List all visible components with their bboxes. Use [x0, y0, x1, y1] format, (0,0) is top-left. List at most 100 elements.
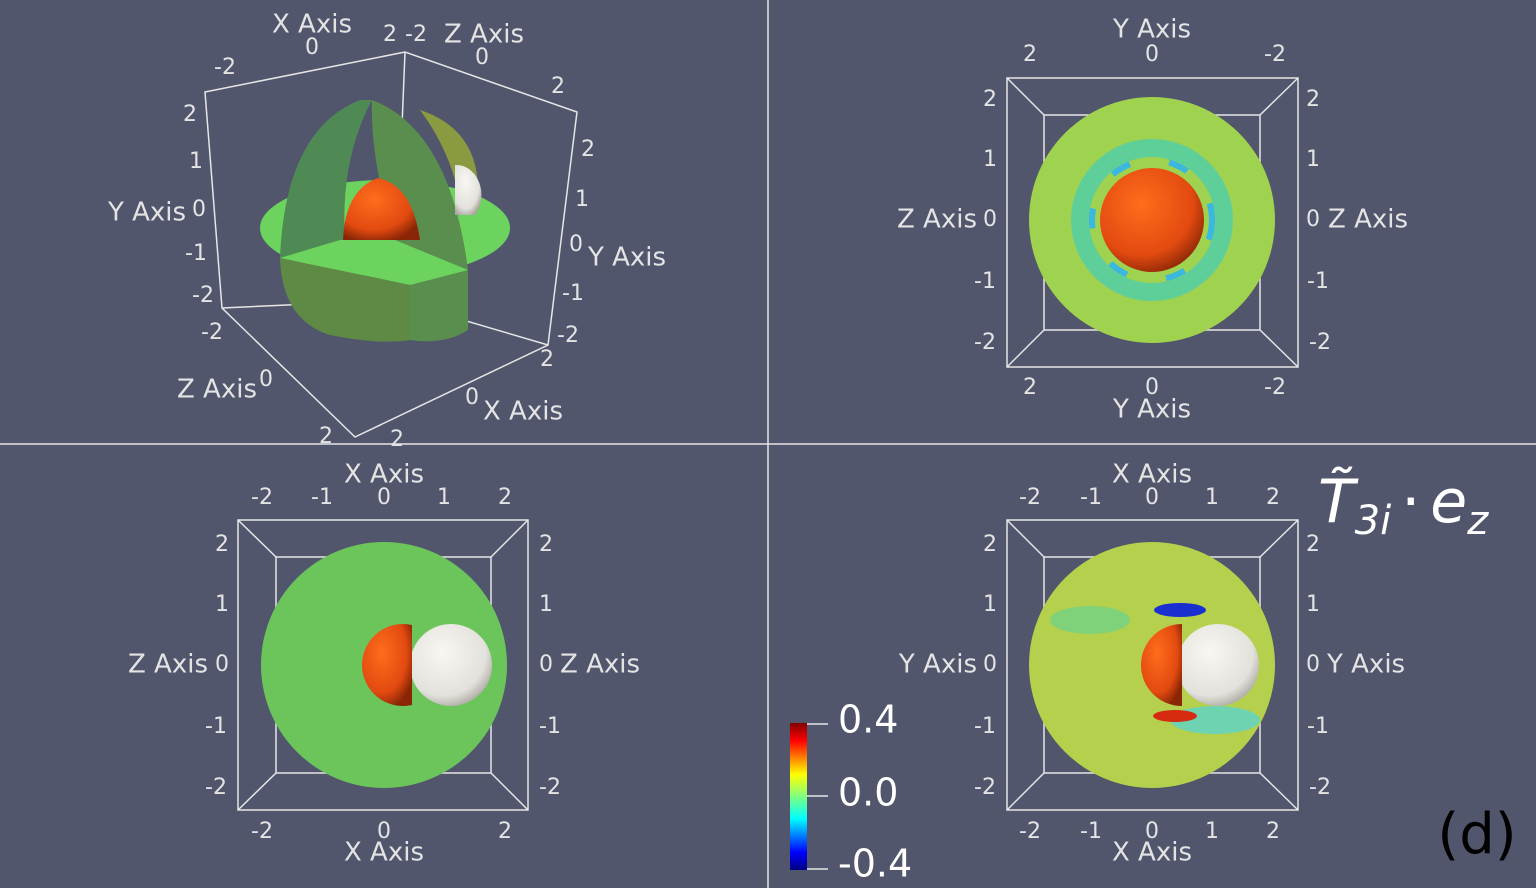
tick-label: 1: [1306, 147, 1320, 172]
tick-label: -2: [1019, 819, 1041, 844]
tick-label: 2: [319, 424, 333, 449]
atom: [1177, 624, 1259, 706]
axis-title: Y Axis: [107, 198, 186, 228]
atom: [1100, 168, 1204, 272]
atom: [343, 178, 420, 240]
atom: [455, 164, 482, 215]
axis-title: Z Axis: [1328, 205, 1408, 235]
slice-shell: [280, 258, 410, 342]
colorbar-gradient: [790, 723, 807, 870]
panel-bottom-right: [1006, 519, 1299, 811]
axis-title: X Axis: [483, 397, 563, 427]
tick-label: 0: [192, 197, 206, 222]
tick-label: 0: [983, 652, 997, 677]
tick-label: 2: [1306, 532, 1320, 557]
axes-box: [1006, 519, 1299, 811]
tick-label: -2: [192, 283, 214, 308]
tick-label: 1: [539, 592, 553, 617]
field-title: T̃3i · ez: [1318, 466, 1489, 544]
tick-label: 1: [983, 592, 997, 617]
tick-label: -2: [539, 775, 561, 800]
axis-title: X Axis: [1112, 460, 1192, 490]
tick-label: 2: [498, 819, 512, 844]
tick-label: 1: [189, 149, 203, 174]
tick-label: 1: [1306, 592, 1320, 617]
axis-title: Z Axis: [128, 650, 208, 680]
colorbar-label: 0.4: [838, 698, 898, 742]
axes-box: [1006, 77, 1299, 368]
title-vector: e: [1430, 467, 1467, 537]
tick-label: -2: [974, 775, 996, 800]
tick-label: 0: [377, 485, 391, 510]
tick-label: 2: [383, 22, 397, 47]
title-index: 3i: [1355, 498, 1392, 544]
tick-label: -1: [1307, 714, 1329, 739]
panel-3d: [204, 51, 578, 438]
slice-plane: [280, 240, 468, 285]
tick-label: 2: [581, 137, 595, 162]
atom: [410, 624, 492, 706]
axis-title: Z Axis: [444, 20, 524, 50]
atom: [362, 623, 412, 706]
tick-label: -2: [205, 775, 227, 800]
axis-title: X Axis: [1112, 838, 1192, 868]
tick-label: 2: [1266, 819, 1280, 844]
tick-label: 1: [983, 147, 997, 172]
axis-title: Y Axis: [1326, 650, 1405, 680]
axes-box: [237, 519, 529, 811]
tick-label: 2: [983, 87, 997, 112]
tick-label: -1: [1307, 269, 1329, 294]
axis-title: Y Axis: [1112, 395, 1191, 425]
tick-label: -1: [185, 241, 207, 266]
tick-label: -2: [251, 819, 273, 844]
axis-title: X Axis: [344, 460, 424, 490]
tick-label: 0: [1145, 375, 1159, 400]
colorbar: [790, 723, 828, 870]
tick-label: -2: [201, 320, 223, 345]
title-vector-index: z: [1466, 498, 1489, 544]
axes-box: [1006, 519, 1299, 811]
tick-label: 0: [1145, 819, 1159, 844]
axis-title: X Axis: [272, 10, 352, 40]
tick-label: -1: [1080, 819, 1102, 844]
tick-label: 1: [1205, 819, 1219, 844]
tick-label: 0: [569, 232, 583, 257]
tick-label: 2: [390, 427, 404, 452]
tick-label: 0: [1306, 207, 1320, 232]
tick-label: 1: [215, 592, 229, 617]
colorbar-label: -0.4: [838, 842, 912, 886]
tick-label: 2: [1306, 87, 1320, 112]
tick-label: -2: [1264, 42, 1286, 67]
colorbar-ticks: [807, 723, 828, 870]
tick-label: -2: [974, 330, 996, 355]
axis-title: Y Axis: [898, 650, 977, 680]
axis-title: Y Axis: [587, 243, 666, 273]
tick-label: -2: [251, 485, 273, 510]
axis-title: Z Axis: [177, 375, 257, 405]
tick-label: 1: [1205, 485, 1219, 510]
tick-label: 0: [475, 45, 489, 70]
axes-box: [237, 519, 529, 811]
tick-label: -1: [974, 269, 996, 294]
tick-label: -1: [311, 485, 333, 510]
axis-title: X Axis: [344, 838, 424, 868]
tick-label: 0: [215, 652, 229, 677]
tick-label: 1: [437, 485, 451, 510]
tick-label: 2: [1023, 42, 1037, 67]
tick-label: 2: [215, 532, 229, 557]
tick-label: -2: [214, 55, 236, 80]
tick-label: -1: [1080, 485, 1102, 510]
title-symbol: T̃: [1318, 466, 1359, 537]
tick-label: -2: [1309, 775, 1331, 800]
tick-label: 2: [183, 102, 197, 127]
tick-label: 2: [540, 347, 554, 372]
tick-label: 2: [539, 532, 553, 557]
panel-bottom-left: [237, 519, 529, 811]
tick-label: 0: [1145, 485, 1159, 510]
slice-pattern: [1089, 157, 1215, 283]
panel-top-right: [1006, 77, 1299, 368]
tick-label: -1: [562, 281, 584, 306]
tick-label: 0: [377, 819, 391, 844]
tick-label: -2: [405, 22, 427, 47]
tick-label: -2: [1309, 330, 1331, 355]
